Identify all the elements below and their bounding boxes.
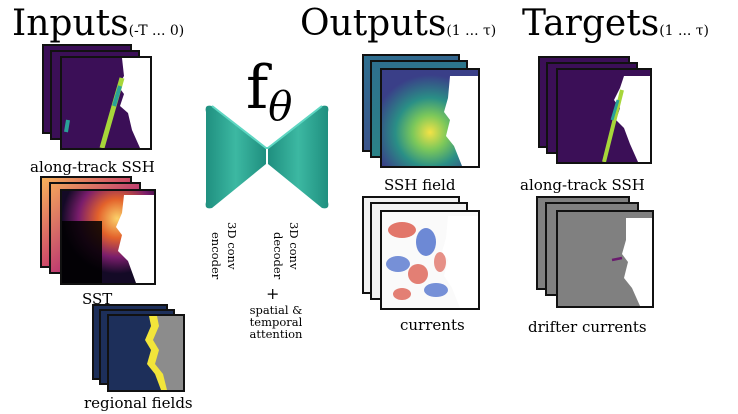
outputs-heading: Outputs(1 ... τ) — [300, 6, 496, 42]
inputs-heading: Inputs(-T ... 0) — [12, 6, 184, 42]
inputs-time-range: (-T ... 0) — [128, 23, 185, 39]
stack-frame-front — [556, 68, 652, 164]
target-along-track-stack — [538, 56, 656, 170]
encoder-label: 3D conv encoder — [208, 222, 239, 280]
target-along-track-label: along-track SSH — [520, 176, 645, 194]
drifter-map — [558, 212, 652, 306]
ssh-field-map — [382, 70, 478, 166]
stack-frame-front — [107, 314, 185, 392]
inputs-title: Inputs — [12, 3, 129, 44]
along-track-map — [62, 58, 150, 148]
input-regional-stack — [92, 304, 188, 400]
stack-frame-front — [60, 56, 152, 150]
outputs-time-range: (1 ... τ) — [446, 23, 497, 39]
model-f: f — [246, 53, 269, 123]
encoder-decoder-shape — [205, 105, 329, 209]
output-currents-stack — [362, 196, 480, 312]
along-track-ssh-label: along-track SSH — [30, 158, 155, 176]
drifter-currents-label: drifter currents — [528, 318, 647, 336]
currents-map — [382, 212, 478, 308]
currents-label: currents — [400, 316, 465, 334]
model-theta: θ — [268, 84, 293, 130]
ssh-field-label: SSH field — [384, 176, 456, 194]
target-along-track-map — [558, 70, 650, 162]
sst-label: SST — [82, 290, 113, 308]
attention-label: spatial & temporal attention — [249, 303, 303, 342]
targets-heading: Targets(1 ... τ) — [522, 6, 709, 42]
decoder-label: 3D conv decoder — [270, 222, 301, 280]
stack-frame-front — [60, 189, 156, 285]
sst-map — [62, 191, 154, 283]
model-symbol: fθ — [246, 58, 292, 127]
target-drifter-stack — [536, 196, 656, 314]
outputs-title: Outputs — [300, 3, 447, 44]
input-along-track-stack — [42, 44, 154, 156]
stack-frame-front — [556, 210, 654, 308]
stack-frame-front — [380, 68, 480, 168]
regional-map — [109, 316, 183, 390]
stack-frame-front — [380, 210, 480, 310]
targets-time-range: (1 ... τ) — [659, 23, 710, 39]
plus-sign: + — [266, 284, 280, 303]
input-sst-stack — [40, 176, 158, 294]
targets-title: Targets — [522, 3, 660, 44]
regional-fields-label: regional fields — [84, 394, 193, 412]
output-ssh-stack — [362, 54, 480, 172]
